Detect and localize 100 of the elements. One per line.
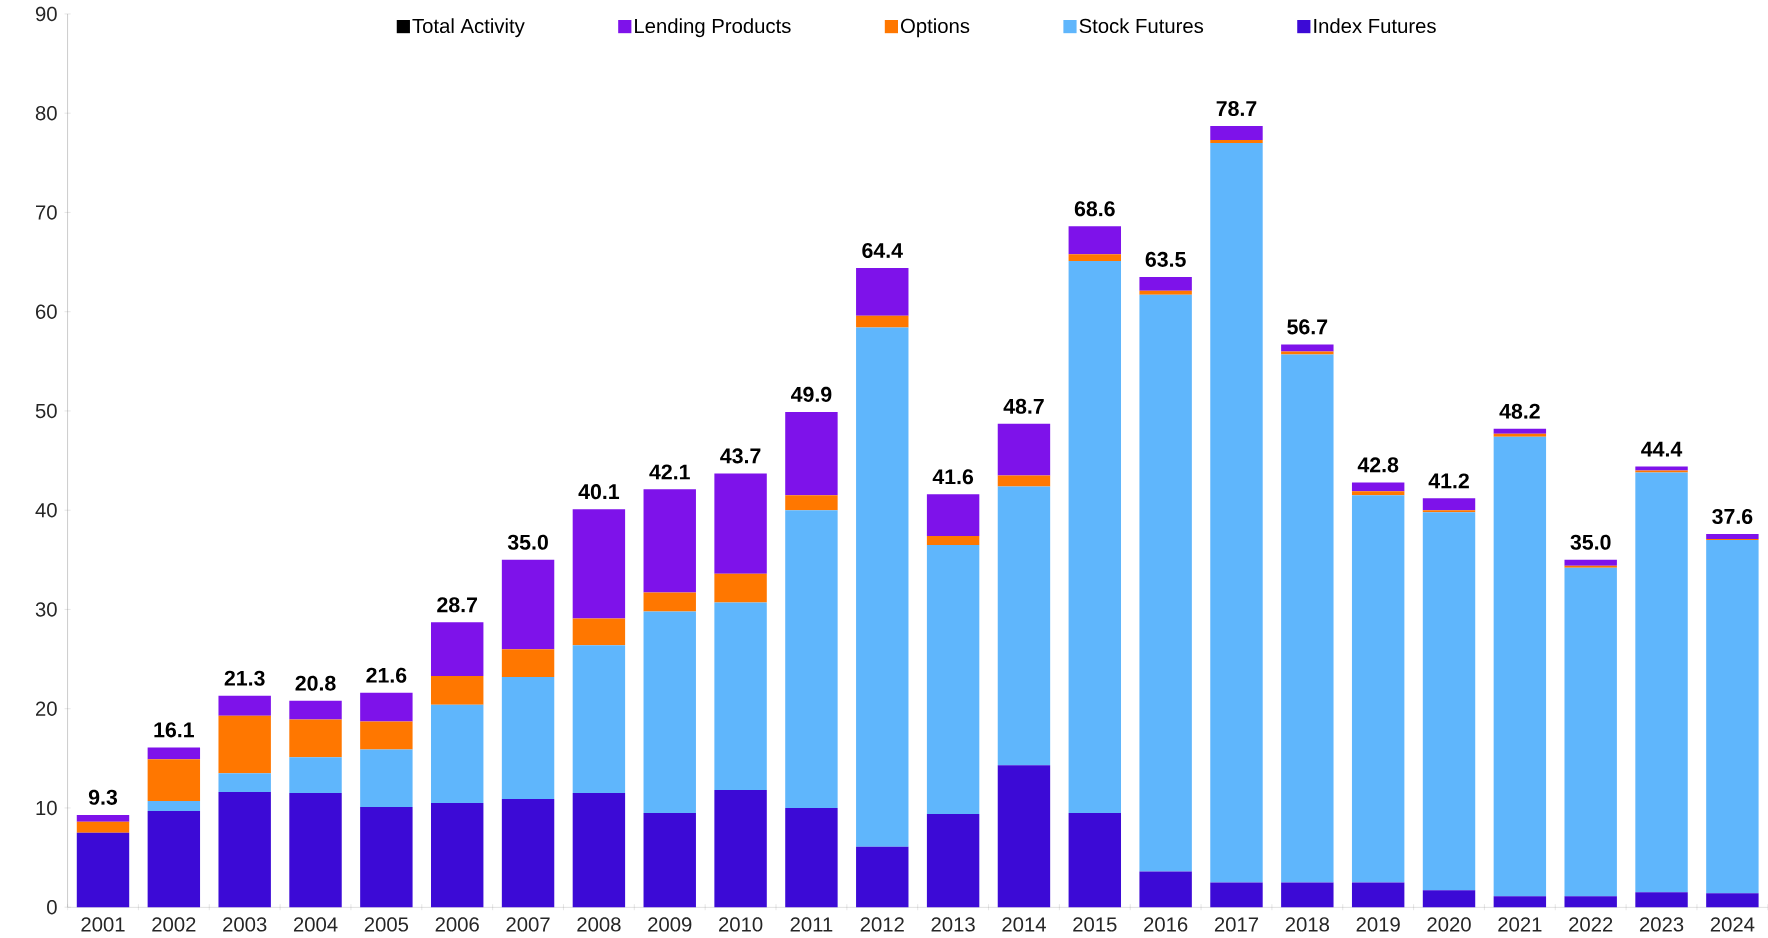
bar	[1635, 892, 1688, 908]
bar	[1351, 495, 1405, 883]
bar	[714, 602, 767, 790]
y-tick-label: 0	[47, 899, 57, 915]
total-label: 49.9	[791, 386, 832, 402]
bar	[926, 494, 980, 536]
total-label: 41.6	[932, 469, 974, 485]
total-label: 56.7	[1287, 319, 1328, 335]
y-tick-label: 90	[35, 6, 57, 21]
total-label: 78.7	[1216, 100, 1257, 116]
bar	[1139, 294, 1192, 872]
total-label: 48.7	[1003, 398, 1044, 414]
bar	[218, 791, 271, 908]
bar	[76, 814, 130, 822]
bar	[289, 757, 342, 793]
bar	[147, 747, 201, 760]
total-label: 41.2	[1428, 473, 1469, 489]
bar	[926, 544, 980, 814]
bar	[572, 618, 626, 646]
bar	[1493, 436, 1547, 897]
bar	[1210, 882, 1263, 908]
bar	[1422, 512, 1476, 891]
x-tick-label: 2009	[648, 917, 692, 932]
y-tick-label: 10	[36, 800, 57, 815]
bar	[360, 806, 413, 908]
bar	[1210, 142, 1263, 883]
bar	[1210, 139, 1263, 143]
x-tick-label: 2010	[719, 917, 763, 932]
bar	[1635, 472, 1688, 893]
bar	[1706, 893, 1759, 908]
bar	[360, 749, 413, 807]
x-tick-label: 2011	[790, 917, 833, 932]
bar	[1706, 539, 1759, 894]
y-tick-label: 40	[35, 502, 57, 518]
bar	[643, 592, 696, 612]
bar	[1139, 276, 1192, 291]
bar	[714, 473, 767, 574]
bar	[785, 807, 838, 908]
total-label: 43.7	[720, 448, 761, 464]
bar	[76, 832, 130, 908]
total-label: 68.6	[1074, 201, 1115, 217]
bar	[1281, 351, 1334, 355]
x-tick-label: 2004	[293, 917, 338, 932]
bar	[501, 559, 555, 649]
bar	[1281, 354, 1334, 883]
bar	[643, 611, 696, 813]
total-label: 42.8	[1357, 457, 1399, 473]
y-tick-label: 70	[36, 205, 57, 220]
bar	[856, 267, 909, 316]
x-tick-label: 2017	[1214, 917, 1259, 932]
bar	[997, 486, 1051, 766]
x-tick-label: 2014	[1002, 917, 1046, 932]
bar	[997, 423, 1051, 476]
bar	[714, 573, 767, 603]
total-label: 40.1	[578, 483, 620, 500]
total-label: 16.1	[154, 722, 194, 738]
bar	[1068, 226, 1122, 254]
bar	[147, 810, 201, 908]
bar	[1139, 871, 1192, 908]
bar	[1635, 466, 1688, 471]
bar	[501, 798, 555, 908]
bar	[1068, 260, 1122, 813]
total-label: 21.6	[366, 667, 407, 683]
x-tick-label: 2001	[81, 917, 125, 932]
bar	[76, 821, 130, 833]
y-tick-label: 80	[35, 105, 57, 121]
bar	[1422, 498, 1476, 511]
bar	[1564, 559, 1617, 566]
bar	[1351, 882, 1405, 908]
bar	[785, 495, 838, 511]
legend-label: Total Activity	[412, 18, 525, 37]
bar	[1706, 533, 1759, 539]
bar	[431, 622, 484, 676]
total-label: 37.6	[1712, 508, 1753, 524]
bar	[147, 800, 201, 811]
bar	[218, 715, 271, 774]
x-tick-label: 2020	[1427, 917, 1471, 932]
bar	[572, 792, 626, 908]
total-label: 20.8	[295, 675, 336, 691]
bar	[1493, 433, 1547, 437]
bar	[856, 327, 909, 847]
bar	[714, 789, 767, 908]
bar	[1564, 896, 1617, 908]
bar	[856, 846, 909, 908]
x-tick-label: 2013	[931, 917, 975, 932]
x-tick-label: 2024	[1710, 917, 1755, 932]
x-tick-label: 2003	[223, 917, 267, 932]
x-tick-label: 2012	[860, 917, 904, 932]
x-tick-label: 2015	[1073, 917, 1117, 932]
y-tick-label: 50	[35, 403, 57, 418]
bar	[1564, 567, 1617, 897]
y-tick-label: 20	[36, 701, 57, 716]
bar	[289, 719, 342, 758]
total-label: 35.0	[1570, 534, 1611, 550]
bar	[572, 645, 626, 793]
bar	[360, 721, 413, 750]
x-tick-label: 2006	[435, 917, 479, 932]
bar	[289, 700, 342, 720]
bar	[147, 759, 201, 801]
x-tick-label: 2002	[152, 917, 196, 932]
